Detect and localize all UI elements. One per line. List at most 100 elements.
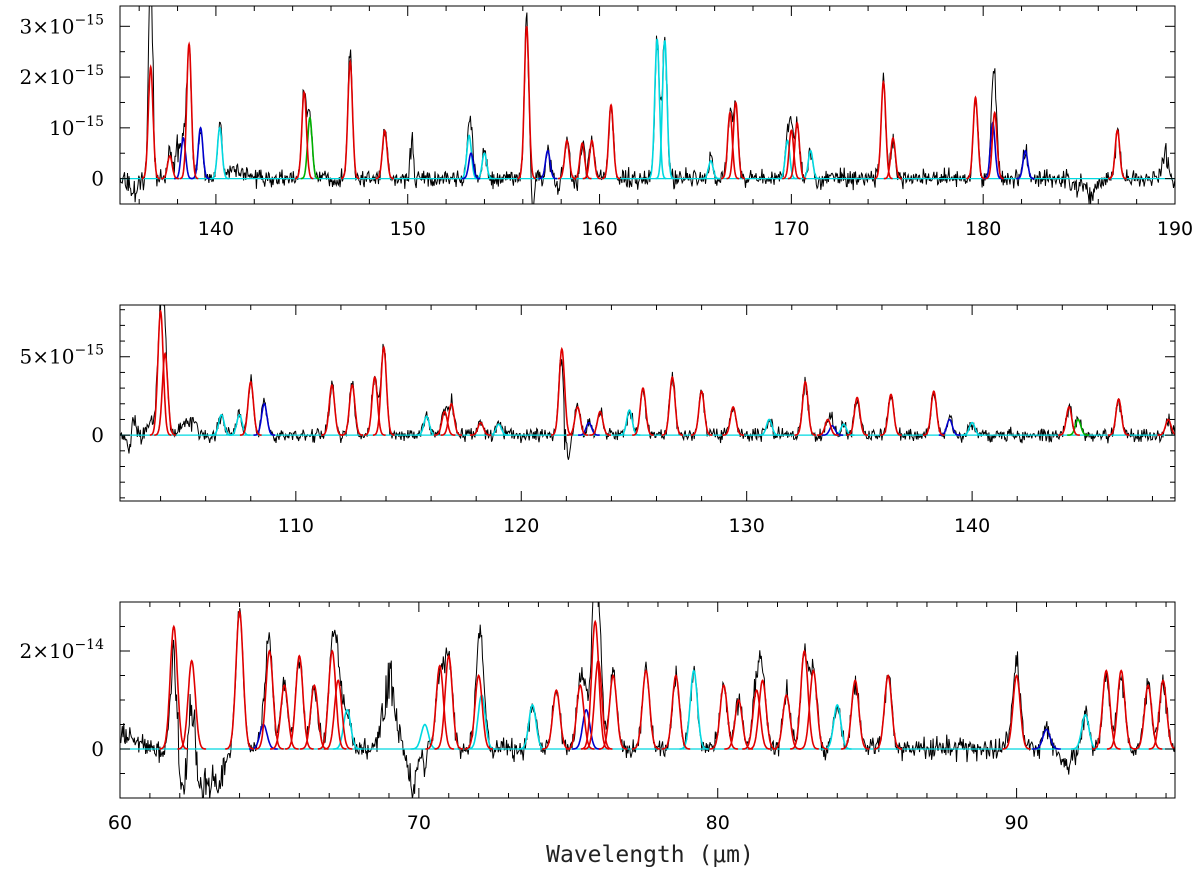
red-model-line xyxy=(517,26,537,180)
x-tick-label: 180 xyxy=(965,218,1001,240)
red-model-line xyxy=(1107,398,1130,436)
blue-model-line xyxy=(821,424,844,436)
red-model-line xyxy=(321,383,343,436)
cyan-model-line xyxy=(210,126,229,180)
cyan-model-line xyxy=(701,159,720,180)
cyan-model-line xyxy=(758,418,781,436)
red-model-line xyxy=(434,654,464,750)
blue-model-line xyxy=(174,136,193,180)
red-model-line xyxy=(299,683,329,750)
red-model-line xyxy=(772,693,801,750)
red-model-line xyxy=(375,129,394,180)
red-model-line xyxy=(551,346,573,436)
red-model-line xyxy=(557,139,577,180)
y-tick-label: 0 xyxy=(91,167,104,191)
x-tick-label: 120 xyxy=(503,515,539,537)
blue-model-line xyxy=(1032,728,1061,750)
red-model-line xyxy=(177,659,207,750)
red-model-line xyxy=(254,649,284,750)
x-tick-label: 60 xyxy=(108,812,132,834)
red-model-line xyxy=(573,141,592,180)
red-model-line xyxy=(340,58,360,180)
red-model-line xyxy=(789,649,819,750)
y-tick-label: 2×10−15 xyxy=(20,63,104,89)
blue-model-line xyxy=(461,152,481,180)
cyan-model-line xyxy=(679,669,709,750)
y-tick-label: 2×10−14 xyxy=(20,637,105,663)
red-model-line xyxy=(323,679,353,750)
green-model-line xyxy=(1067,418,1089,436)
red-model-line xyxy=(160,154,180,180)
plot-frame xyxy=(119,601,1176,799)
red-model-line xyxy=(709,684,739,750)
cyan-model-line xyxy=(518,703,547,750)
x-tick-label: 130 xyxy=(729,515,765,537)
red-model-line xyxy=(270,684,299,750)
x-tick-label: 190 xyxy=(1157,218,1193,240)
x-tick-label: 110 xyxy=(278,515,314,537)
red-model-line xyxy=(1133,684,1163,750)
red-model-line xyxy=(598,674,628,750)
cyan-model-line xyxy=(655,40,675,180)
cyan-model-line xyxy=(647,38,667,180)
cyan-model-line xyxy=(475,152,494,180)
red-model-line xyxy=(583,659,613,750)
red-model-line xyxy=(565,683,595,750)
red-model-line xyxy=(179,41,199,180)
cyan-model-line xyxy=(410,723,440,750)
red-model-line xyxy=(799,669,828,750)
cyan-model-line xyxy=(332,708,362,750)
x-tick-label: 150 xyxy=(390,218,426,240)
red-model-line xyxy=(726,100,745,180)
red-model-line xyxy=(239,380,262,436)
plot-area xyxy=(120,602,1175,798)
red-model-line xyxy=(748,679,777,750)
x-tick-label: 90 xyxy=(1005,812,1029,834)
red-model-line xyxy=(1108,129,1127,180)
red-model-line xyxy=(880,393,902,436)
y-tick-label: 3×10−15 xyxy=(20,12,104,38)
cyan-model-line xyxy=(228,413,251,436)
red-model-line xyxy=(782,129,801,180)
blue-model-line xyxy=(578,421,600,436)
red-model-line xyxy=(724,698,753,750)
red-model-line xyxy=(883,136,903,180)
red-model-line xyxy=(661,674,691,750)
cyan-model-line xyxy=(961,421,983,436)
red-model-line xyxy=(794,380,817,436)
red-model-line xyxy=(690,390,713,436)
blue-model-line xyxy=(571,708,601,750)
red-model-line xyxy=(632,386,654,436)
red-model-line xyxy=(720,110,740,180)
x-tick-label: 160 xyxy=(581,218,617,240)
x-tick-label: 170 xyxy=(773,218,809,240)
red-model-line xyxy=(1106,669,1136,750)
x-axis-label: Wavelength (μm) xyxy=(546,842,754,868)
red-model-line xyxy=(873,674,903,750)
plot-frame xyxy=(119,5,1176,205)
red-model-line xyxy=(433,410,456,436)
red-model-line xyxy=(294,90,314,180)
red-model-line xyxy=(440,402,463,436)
red-model-line xyxy=(846,396,868,436)
red-model-line xyxy=(874,79,893,180)
y-tick-label: 5×10−15 xyxy=(20,343,104,369)
red-model-line xyxy=(742,689,771,750)
red-model-line xyxy=(542,689,571,750)
blue-model-line xyxy=(1016,149,1035,180)
red-model-line xyxy=(464,674,493,750)
red-model-line xyxy=(372,345,395,436)
red-model-line xyxy=(284,654,314,750)
panel-top: 140 150 160 170 180 190 0 10−15 2×10−15 3×10−15 xyxy=(20,5,1193,240)
x-tick-label: 140 xyxy=(198,218,234,240)
red-model-line xyxy=(425,664,455,750)
x-tick-label: 140 xyxy=(954,515,990,537)
x-tick-label: 80 xyxy=(706,812,730,834)
red-model-line xyxy=(154,351,176,436)
red-model-line xyxy=(601,103,621,180)
red-model-line xyxy=(566,405,589,436)
green-model-line xyxy=(300,116,320,180)
red-model-line xyxy=(225,609,255,750)
cyan-model-line xyxy=(822,703,852,750)
blue-model-line xyxy=(191,126,210,180)
